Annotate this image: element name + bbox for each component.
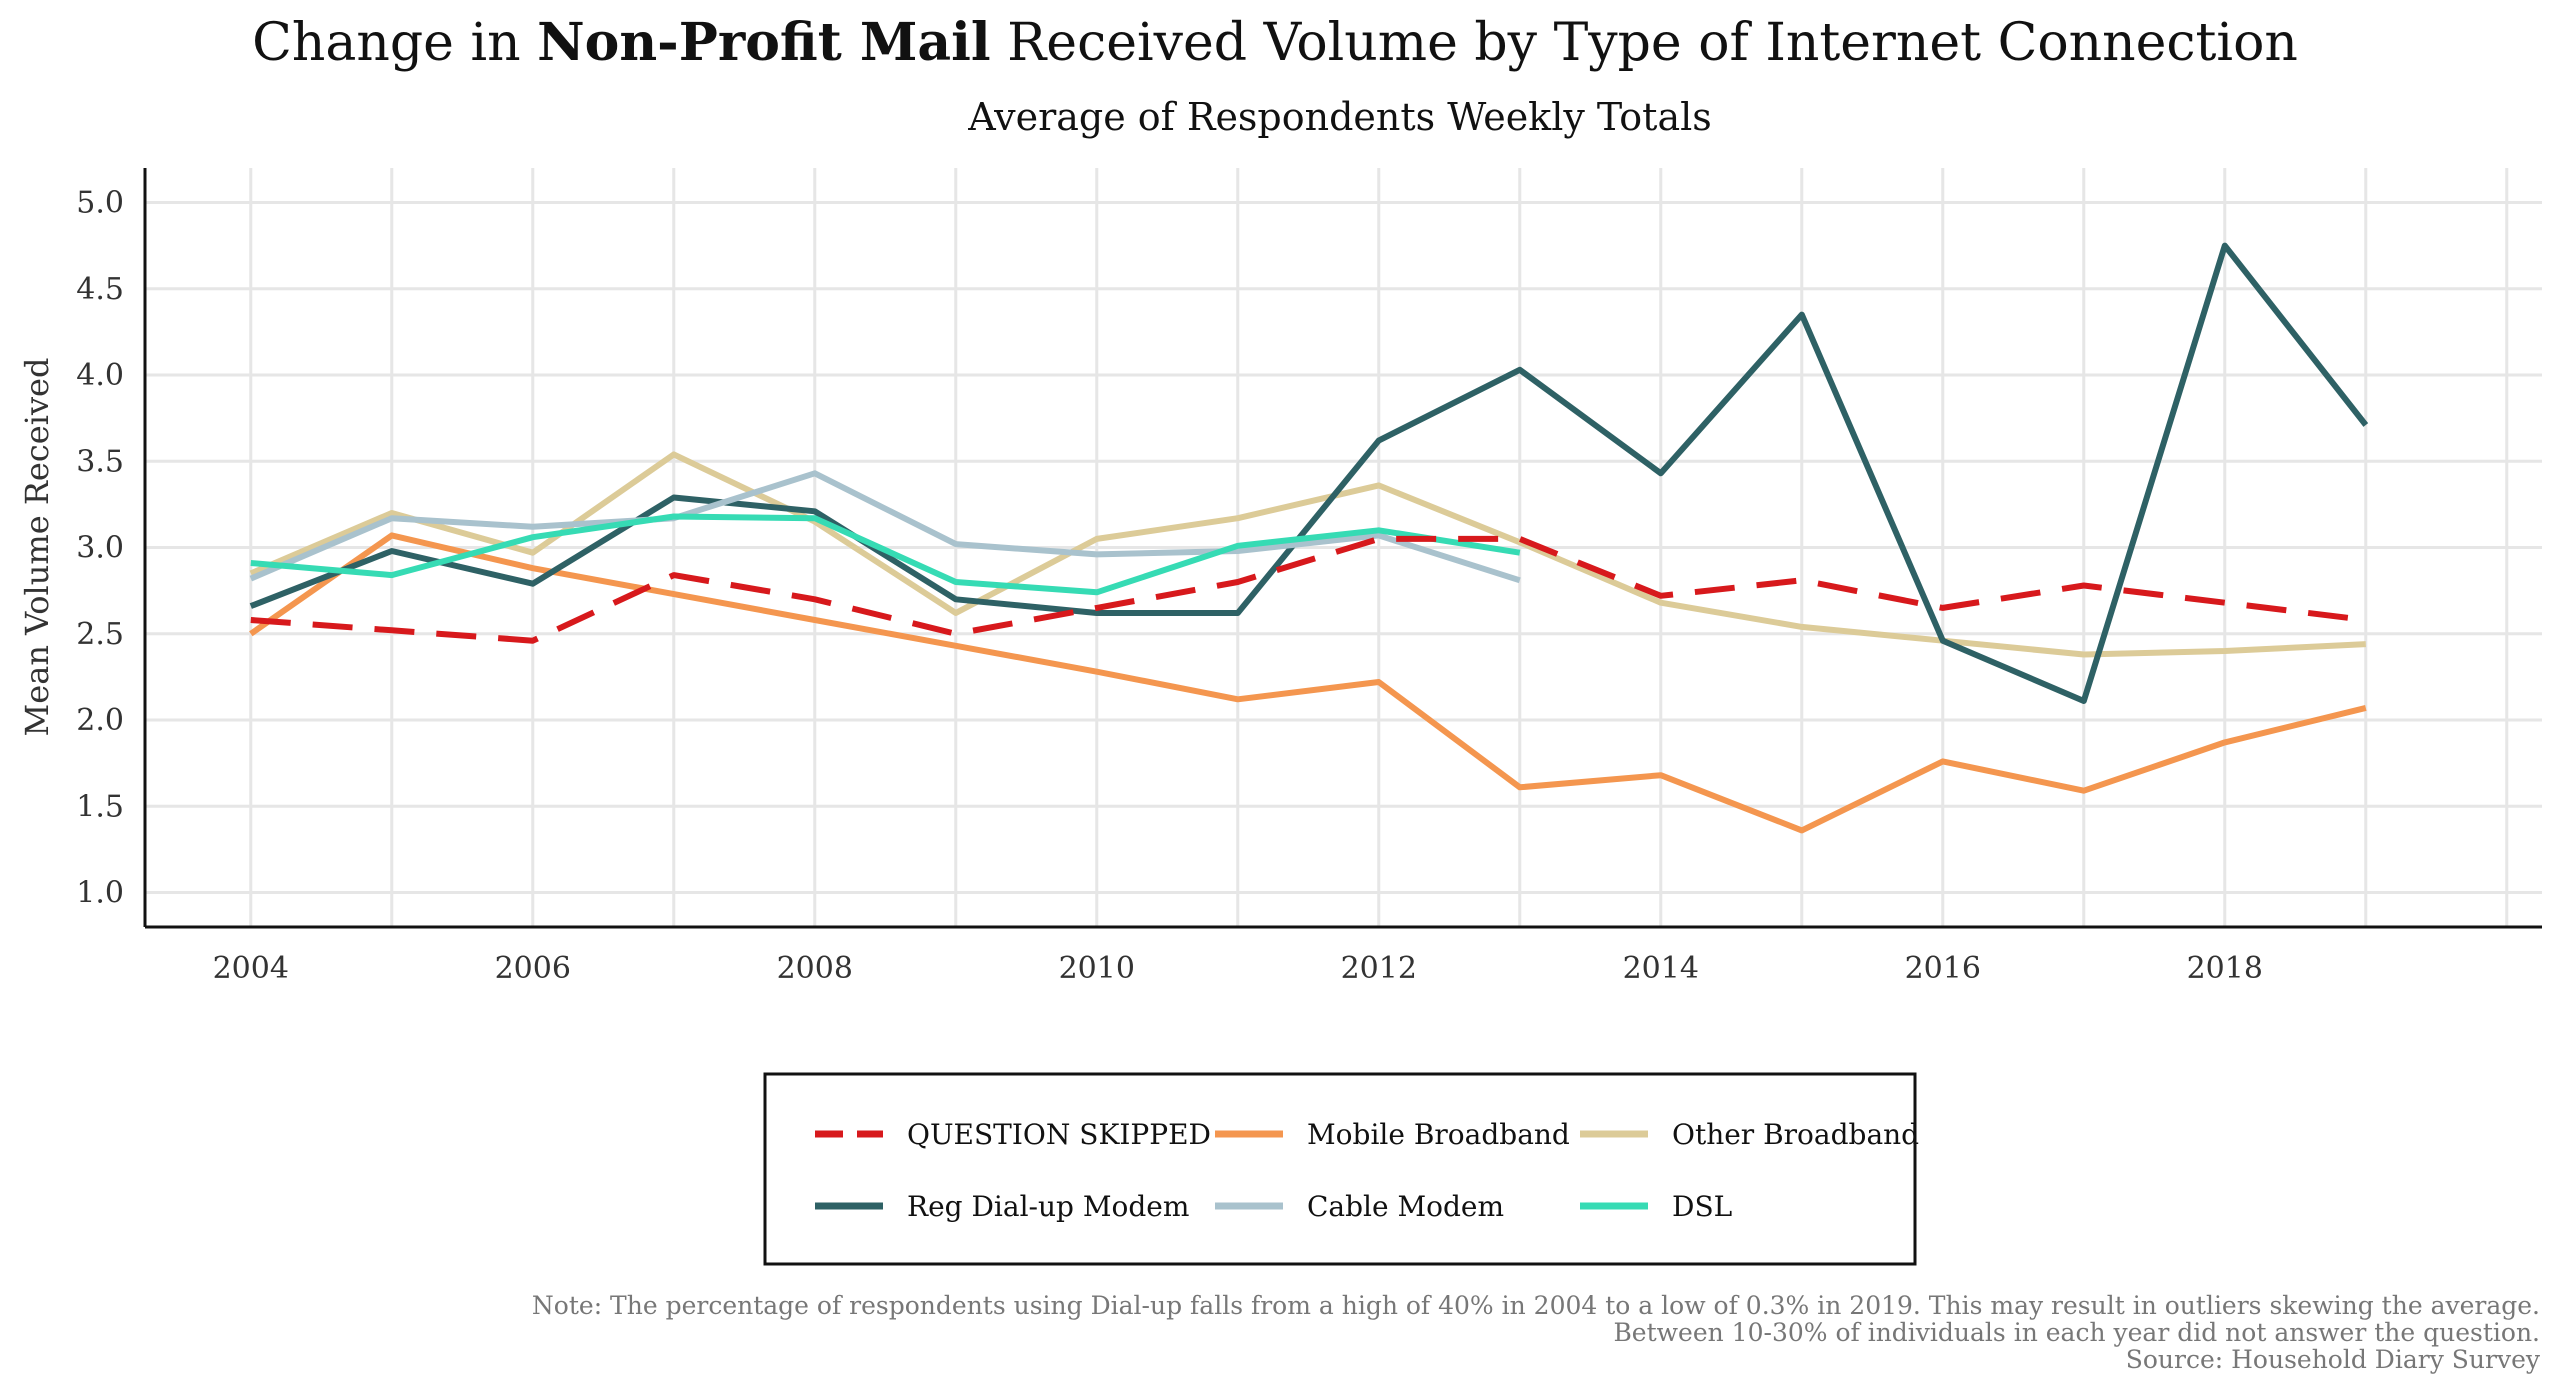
series-line-question-skipped [250,535,2367,644]
notes: Note: The percentage of respondents usin… [532,1291,2541,1374]
x-tick-label: 2014 [1623,951,1699,986]
series-line-cable-modem [249,470,1521,584]
series-lines [249,242,2369,834]
legend-item: Reg Dial-up Modem [815,1190,1189,1223]
chart-subtitle: Average of Respondents Weekly Totals [967,95,1712,139]
note-line-2: Between 10-30% of individuals in each ye… [1613,1318,2540,1347]
chart-title-prefix: Change in [252,13,537,73]
x-tick-labels: 2004 2006 2008 2010 2012 2014 2016 2018 [213,951,2263,986]
series-line-reg-dial-up-modem [249,242,2369,704]
legend-item: QUESTION SKIPPED [815,1118,1211,1151]
note-line-1: Note: The percentage of respondents usin… [532,1291,2540,1320]
legend: QUESTION SKIPPED Mobile Broadband Other Br… [763,1072,1919,1266]
series-line-dsl [250,513,1521,596]
y-tick-label: 4.0 [76,358,124,393]
x-tick-label: 2008 [777,951,853,986]
y-tick-label: 4.5 [76,272,124,307]
x-tick-label: 2016 [1905,951,1981,986]
source-line: Source: Household Diary Survey [2126,1345,2541,1374]
legend-box [763,1072,1917,1266]
series-line-other-broadband [249,451,2366,658]
y-tick-label: 2.5 [76,617,124,652]
chart-title-suffix: Received Volume by Type of Internet Conn… [991,13,2298,73]
series-line-mobile-broadband [249,532,2367,834]
y-tick-label: 1.0 [76,876,124,911]
chart-title-bold: Non-Profit Mail [537,12,990,73]
x-tick-label: 2010 [1059,951,1135,986]
legend-item: Mobile Broadband [1215,1118,1570,1151]
chart-title: Change in Non-Profit Mail Received Volum… [252,12,2298,73]
legend-label: QUESTION SKIPPED [907,1118,1211,1151]
legend-item: Cable Modem [1215,1190,1504,1223]
y-axis-label: Mean Volume Received [18,358,56,737]
legend-label: Other Broadband [1672,1118,1919,1151]
legend-item: Other Broadband [1580,1118,1919,1151]
legend-label: DSL [1672,1190,1732,1223]
x-tick-label: 2006 [495,951,571,986]
legend-items: QUESTION SKIPPED Mobile Broadband Other Br… [815,1118,1919,1223]
y-tick-labels: 1.0 1.5 2.0 2.5 3.0 3.5 4.0 4.5 5.0 [76,186,124,911]
axes [143,168,2542,929]
x-tick-label: 2018 [2187,951,2263,986]
legend-label: Reg Dial-up Modem [907,1190,1189,1223]
y-tick-label: 3.5 [76,444,124,479]
legend-label: Cable Modem [1307,1190,1504,1223]
x-tick-label: 2012 [1341,951,1417,986]
x-tick-label: 2004 [213,951,289,986]
y-tick-label: 3.0 [76,531,124,566]
y-tick-label: 5.0 [76,186,124,221]
legend-label: Mobile Broadband [1307,1118,1570,1151]
y-tick-label: 1.5 [76,789,124,824]
grid [145,168,2542,927]
y-tick-label: 2.0 [76,703,124,738]
legend-item: DSL [1580,1190,1732,1223]
